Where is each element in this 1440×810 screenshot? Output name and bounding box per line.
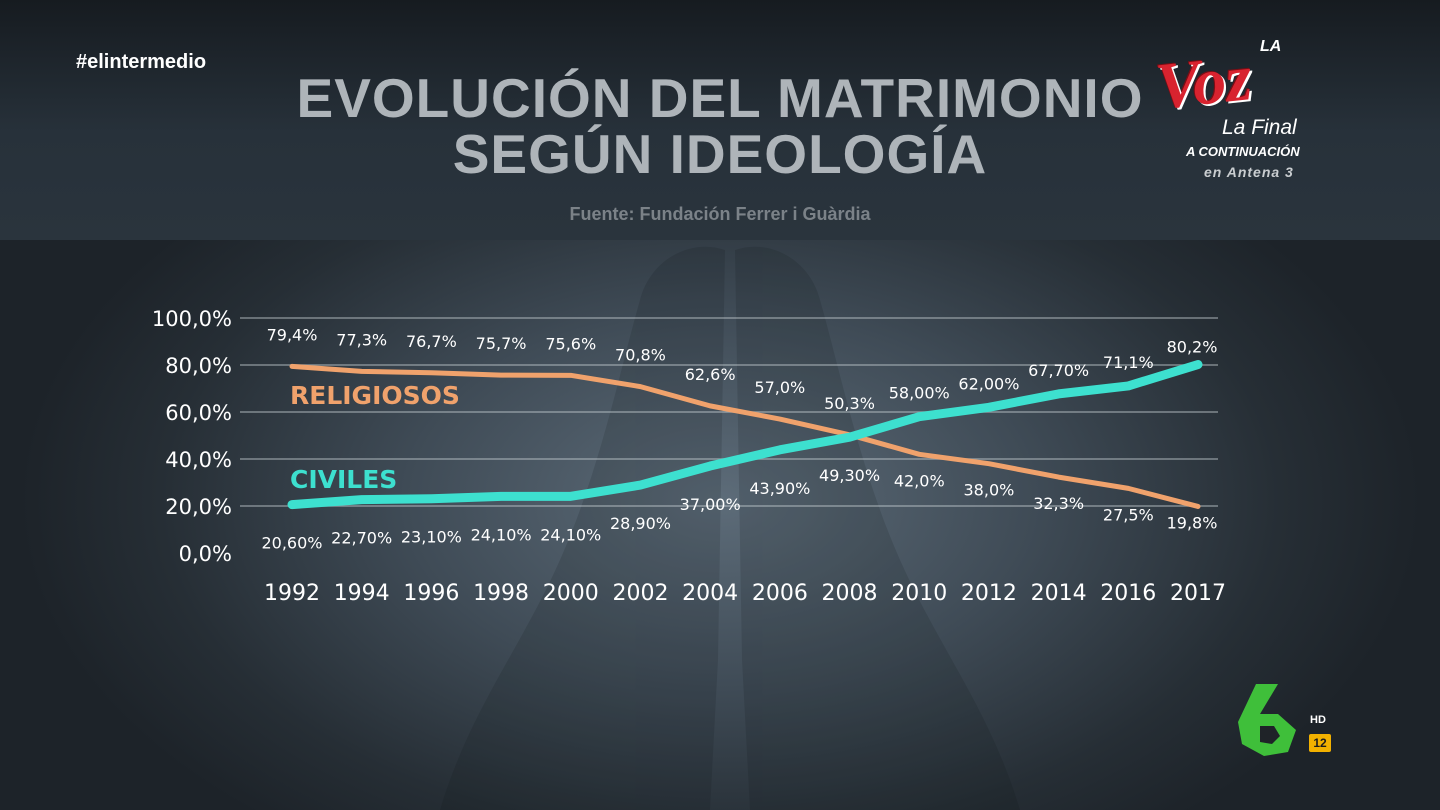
x-tick-label: 2004 — [682, 581, 738, 606]
header-background — [0, 0, 1440, 240]
praying-hands-watermark — [440, 246, 1020, 810]
data-label-religiosos: 75,6% — [545, 334, 596, 353]
data-label-religiosos: 42,0% — [894, 471, 945, 490]
series-lines — [287, 360, 1203, 510]
data-label-religiosos: 50,3% — [824, 394, 875, 413]
y-tick-label: 60,0% — [165, 401, 232, 425]
title-line-1: EVOLUCIÓN DEL MATRIMONIO — [296, 67, 1144, 129]
x-axis-ticks: 1992 1994 1996 1998 2000 2002 2004 2006 2008 2010… — [264, 581, 1226, 606]
data-label-religiosos: 57,0% — [754, 378, 805, 397]
hd-badge: HD — [1310, 714, 1326, 726]
data-label-religiosos: 19,8% — [1167, 513, 1218, 532]
x-tick-label: 2010 — [891, 581, 947, 606]
x-tick-label: 2012 — [961, 581, 1017, 606]
x-tick-label: 2017 — [1170, 581, 1226, 606]
la-voz-promo: Voz LA La Final A CONTINUACIÓN en Antena… — [1140, 36, 1360, 186]
la-voz-prefix: LA — [1260, 38, 1282, 55]
data-label-civiles: 22,70% — [331, 529, 392, 548]
la-voz-logo: Voz — [1152, 41, 1256, 124]
x-tick-label: 2002 — [612, 581, 668, 606]
series-line-civiles — [287, 360, 1203, 510]
data-label-religiosos: 77,3% — [336, 330, 387, 349]
data-label-religiosos: 79,4% — [267, 325, 318, 344]
x-tick-label: 1994 — [334, 581, 390, 606]
x-tick-label: 2014 — [1031, 581, 1087, 606]
promo-line-1: La Final — [1222, 116, 1297, 139]
marriage-line-chart: 0,0%20,0%40,0%60,0%80,0%100,0% 1992 1994 1… — [152, 246, 1226, 810]
source-note: Fuente: Fundación Ferrer i Guàrdia — [569, 204, 871, 224]
data-label-religiosos: 38,0% — [964, 481, 1015, 500]
title-line-2: SEGÚN IDEOLOGÍA — [452, 123, 988, 185]
six-icon — [1238, 684, 1296, 756]
y-tick-label: 20,0% — [165, 495, 232, 519]
data-label-civiles: 67,70% — [1028, 361, 1089, 380]
data-label-civiles: 37,00% — [680, 495, 741, 514]
data-label-civiles: 58,00% — [889, 384, 950, 403]
y-tick-label: 40,0% — [165, 448, 232, 472]
data-label-civiles: 62,00% — [958, 374, 1019, 393]
y-tick-label: 0,0% — [179, 542, 232, 566]
x-tick-label: 1996 — [403, 581, 459, 606]
page-title: EVOLUCIÓN DEL MATRIMONIO SEGÚN IDEOLOGÍA — [240, 70, 1200, 182]
data-label-religiosos: 70,8% — [615, 346, 666, 365]
y-tick-label: 100,0% — [152, 307, 232, 331]
x-tick-label: 2016 — [1100, 581, 1156, 606]
data-label-civiles: 28,90% — [610, 514, 671, 533]
legend-civiles: CIVILES — [290, 465, 397, 494]
lasexta-logo: HD 12 — [1234, 684, 1334, 756]
age-rating-badge: 12 — [1309, 734, 1331, 752]
data-label-civiles: 43,90% — [749, 479, 810, 498]
channel-hashtag: #elintermedio — [76, 51, 207, 73]
data-label-civiles: 24,10% — [471, 525, 532, 544]
y-axis-ticks: 0,0% 20,0% 40,0% 60,0% 80,0% 100,0% — [152, 307, 232, 566]
data-label-civiles: 80,2% — [1167, 338, 1218, 357]
data-label-civiles: 24,10% — [540, 525, 601, 544]
data-label-religiosos: 62,6% — [685, 365, 736, 384]
y-tick-label: 80,0% — [165, 354, 232, 378]
data-label-civiles: 20,60% — [261, 534, 322, 553]
data-label-religiosos: 75,7% — [476, 334, 527, 353]
data-label-civiles: 49,30% — [819, 466, 880, 485]
series-legend: RELIGIOSOS CIVILES — [290, 381, 460, 494]
x-tick-label: 1998 — [473, 581, 529, 606]
x-tick-label: 2000 — [543, 581, 599, 606]
data-label-civiles: 23,10% — [401, 528, 462, 547]
data-label-religiosos: 32,3% — [1033, 494, 1084, 513]
data-label-civiles: 71,1% — [1103, 353, 1154, 372]
series-line-religiosos — [289, 363, 1201, 509]
legend-religiosos: RELIGIOSOS — [290, 381, 460, 410]
chart-background — [0, 240, 1440, 810]
x-tick-label: 2006 — [752, 581, 808, 606]
x-tick-label: 1992 — [264, 581, 320, 606]
x-tick-label: 2008 — [822, 581, 878, 606]
promo-line-3: en Antena 3 — [1204, 164, 1294, 180]
promo-line-2: A CONTINUACIÓN — [1186, 144, 1300, 159]
data-labels: 79,4% 77,3% 76,7% 75,7% 75,6% 70,8% 62,6% 57,0%… — [261, 325, 1217, 552]
data-label-religiosos: 27,5% — [1103, 505, 1154, 524]
data-label-religiosos: 76,7% — [406, 332, 457, 351]
